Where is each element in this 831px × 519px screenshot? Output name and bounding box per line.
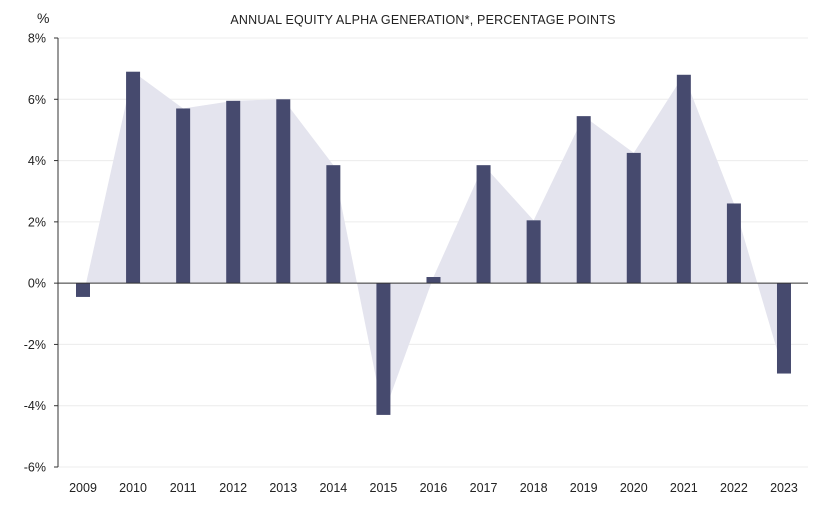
y-tick-label: 4% <box>28 154 46 168</box>
y-tick-label: 0% <box>28 277 46 291</box>
area-fill <box>83 71 784 415</box>
bar-2020 <box>626 152 641 284</box>
x-tick-label: 2020 <box>620 481 648 495</box>
x-tick-label: 2013 <box>269 481 297 495</box>
x-tick-label: 2021 <box>670 481 698 495</box>
y-tick-label: 2% <box>28 215 46 229</box>
x-tick-label: 2018 <box>520 481 548 495</box>
x-tick-label: 2014 <box>319 481 347 495</box>
y-axis-ticks: 8% 6% 4% 2% 0% -2% -4% -6% <box>24 32 58 475</box>
bar-2023 <box>776 283 791 374</box>
bar-2009 <box>76 283 90 297</box>
x-tick-label: 2019 <box>570 481 598 495</box>
bar-2012 <box>226 100 241 284</box>
x-axis-ticks: 2009 2010 2011 2012 2013 2014 2015 2016 2017 2018… <box>69 481 798 495</box>
bar-2013 <box>276 99 291 284</box>
y-tick-label: -2% <box>24 338 46 352</box>
bar-2019 <box>576 116 591 284</box>
x-tick-label: 2009 <box>69 481 97 495</box>
bars <box>76 71 791 415</box>
bar-2018 <box>526 220 541 284</box>
x-tick-label: 2016 <box>420 481 448 495</box>
x-tick-label: 2012 <box>219 481 247 495</box>
chart-title: ANNUAL EQUITY ALPHA GENERATION*, PERCENT… <box>230 13 615 27</box>
bar-2014 <box>326 165 341 284</box>
bar-2011 <box>176 108 191 284</box>
y-axis-unit-label: % <box>37 10 49 26</box>
bar-2016 <box>426 277 441 284</box>
x-tick-label: 2015 <box>370 481 398 495</box>
x-tick-label: 2022 <box>720 481 748 495</box>
bar-2010 <box>126 71 141 284</box>
bar-2022 <box>726 203 741 284</box>
y-tick-label: 8% <box>28 32 46 46</box>
y-tick-label: -6% <box>24 461 46 475</box>
bar-2015 <box>376 283 391 415</box>
x-tick-label: 2010 <box>119 481 147 495</box>
bar-2021 <box>676 74 691 284</box>
x-tick-label: 2011 <box>170 481 197 495</box>
bar-2017 <box>476 165 491 284</box>
y-tick-label: -4% <box>24 399 46 413</box>
y-tick-label: 6% <box>28 93 46 107</box>
x-tick-label: 2017 <box>470 481 498 495</box>
x-tick-label: 2023 <box>770 481 798 495</box>
